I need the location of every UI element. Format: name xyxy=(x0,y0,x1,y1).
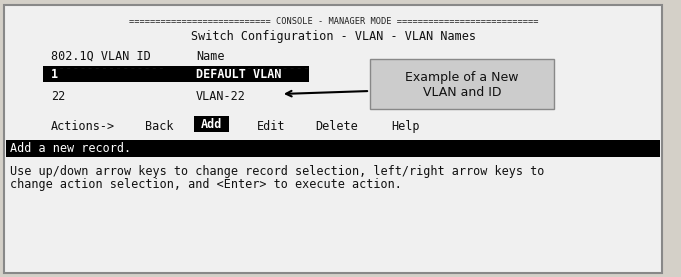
Text: Actions->: Actions-> xyxy=(51,120,115,133)
Text: Switch Configuration - VLAN - VLAN Names: Switch Configuration - VLAN - VLAN Names xyxy=(191,30,476,43)
FancyBboxPatch shape xyxy=(194,116,229,132)
Text: =========================== CONSOLE - MANAGER MODE ===========================: =========================== CONSOLE - MA… xyxy=(129,17,538,26)
Text: Use up/down arrow keys to change record selection, left/right arrow keys to: Use up/down arrow keys to change record … xyxy=(10,165,544,178)
Text: Add a new record.: Add a new record. xyxy=(10,142,131,155)
Text: Delete: Delete xyxy=(315,120,358,133)
Text: Edit: Edit xyxy=(257,120,285,133)
Text: Add: Add xyxy=(201,117,222,130)
FancyBboxPatch shape xyxy=(4,5,662,273)
Text: ----------------: ---------------- xyxy=(51,62,165,75)
Text: ----------------: ---------------- xyxy=(195,62,310,75)
FancyBboxPatch shape xyxy=(370,59,554,109)
Text: 22: 22 xyxy=(51,90,65,103)
Text: Back: Back xyxy=(145,120,174,133)
Text: DEFAULT VLAN: DEFAULT VLAN xyxy=(195,68,281,81)
Text: Help: Help xyxy=(392,120,420,133)
Text: change action selection, and <Enter> to execute action.: change action selection, and <Enter> to … xyxy=(10,178,402,191)
Text: VLAN and ID: VLAN and ID xyxy=(423,86,501,99)
FancyBboxPatch shape xyxy=(6,140,660,157)
FancyBboxPatch shape xyxy=(43,66,309,82)
Text: 802.1Q VLAN ID: 802.1Q VLAN ID xyxy=(51,50,151,63)
Text: VLAN-22: VLAN-22 xyxy=(195,90,246,103)
Text: Name: Name xyxy=(195,50,224,63)
Text: 1: 1 xyxy=(51,68,58,81)
Text: Example of a New: Example of a New xyxy=(405,71,519,83)
